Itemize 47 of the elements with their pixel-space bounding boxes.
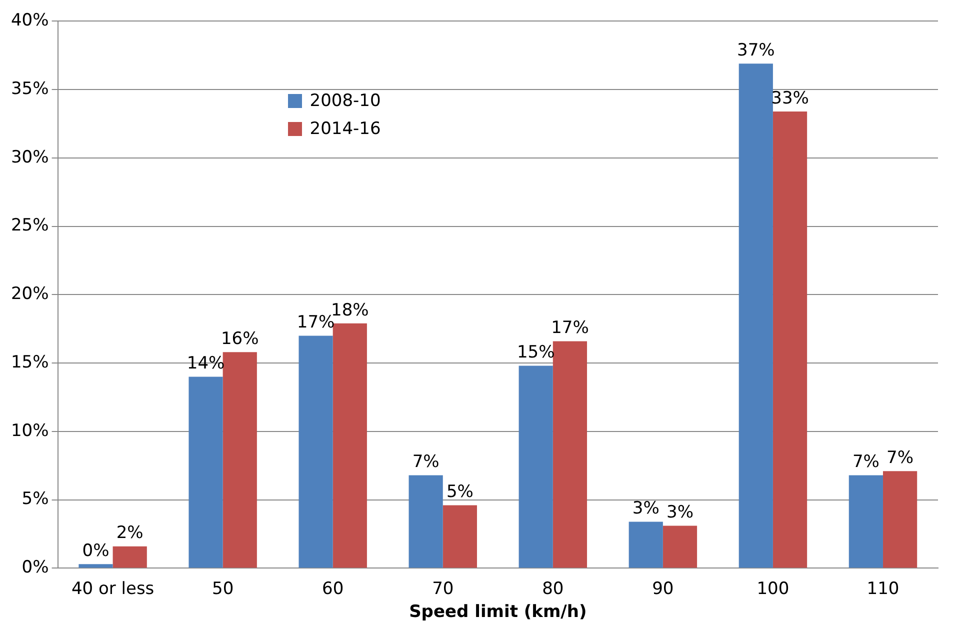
bar bbox=[298, 336, 333, 568]
x-axis-title: Speed limit (km/h) bbox=[409, 602, 587, 622]
data-label: 3% bbox=[666, 502, 694, 523]
data-label: 3% bbox=[632, 498, 660, 519]
bar bbox=[332, 323, 367, 568]
x-tick-label: 80 bbox=[542, 578, 564, 599]
bar bbox=[662, 526, 698, 568]
y-tick-label: 20% bbox=[10, 284, 49, 304]
bar bbox=[188, 376, 223, 568]
bar bbox=[552, 341, 588, 568]
y-tick-label: 30% bbox=[10, 147, 49, 168]
x-tick-label: 50 bbox=[212, 578, 234, 599]
y-tick-label: 25% bbox=[10, 216, 49, 236]
data-label: 7% bbox=[412, 452, 440, 472]
legend-label: 2014-16 bbox=[310, 119, 381, 140]
legend-label: 2008-10 bbox=[310, 91, 381, 112]
data-label: 16% bbox=[220, 329, 259, 350]
data-label: 2% bbox=[116, 523, 144, 544]
data-label: 37% bbox=[737, 40, 775, 61]
bar bbox=[222, 352, 257, 568]
x-tick-label: 40 or less bbox=[71, 578, 154, 599]
y-tick-label: 0% bbox=[22, 558, 49, 578]
data-label: 17% bbox=[551, 318, 589, 338]
bar bbox=[882, 471, 918, 568]
x-tick-label: 60 bbox=[322, 578, 344, 599]
x-tick-label: 70 bbox=[432, 578, 454, 599]
bar bbox=[408, 475, 443, 568]
y-tick-label: 5% bbox=[22, 489, 49, 510]
y-tick-label: 10% bbox=[10, 420, 49, 441]
data-label: 7% bbox=[852, 452, 880, 472]
bar bbox=[112, 546, 147, 568]
y-tick-label: 40% bbox=[10, 10, 49, 31]
bar bbox=[518, 366, 553, 568]
y-tick-label: 15% bbox=[10, 352, 49, 372]
bar bbox=[628, 522, 663, 568]
y-tick-label: 35% bbox=[10, 78, 49, 99]
bar bbox=[78, 564, 113, 568]
bar bbox=[738, 64, 773, 568]
data-label: 0% bbox=[82, 541, 110, 562]
bar bbox=[848, 475, 883, 568]
data-label: 5% bbox=[446, 482, 474, 502]
x-tick-label: 100 bbox=[756, 578, 790, 599]
data-label: 7% bbox=[886, 448, 914, 468]
bar bbox=[442, 505, 477, 568]
x-tick-label: 110 bbox=[866, 578, 900, 599]
x-tick-label: 90 bbox=[652, 578, 674, 599]
bar bbox=[772, 111, 808, 568]
